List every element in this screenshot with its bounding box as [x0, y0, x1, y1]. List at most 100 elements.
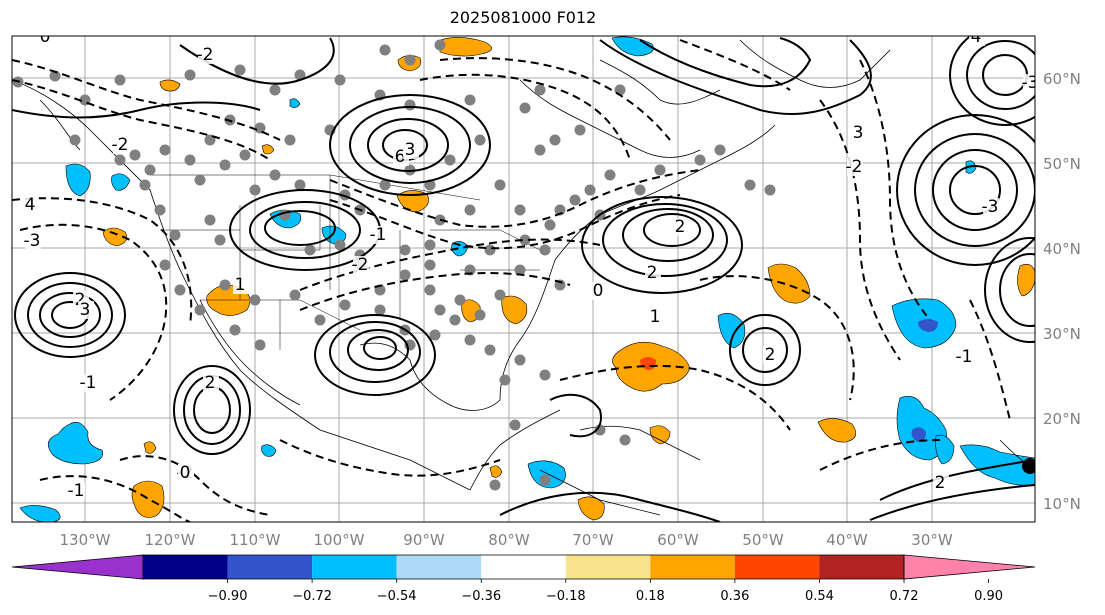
contour-label: 4 — [25, 195, 36, 215]
station-dot — [139, 179, 151, 191]
longitude-label: 40°W — [826, 531, 868, 549]
longitude-label: 50°W — [742, 531, 784, 549]
station-dot — [474, 309, 486, 321]
longitude-label: 90°W — [403, 531, 445, 549]
colorbar-tick-label: 0.18 — [636, 589, 665, 604]
station-dot — [519, 102, 531, 114]
station-dot — [334, 239, 346, 251]
station-dot — [284, 134, 296, 146]
station-dot — [404, 99, 416, 111]
station-dot — [219, 159, 231, 171]
station-dot — [494, 179, 506, 191]
station-dot — [449, 314, 461, 326]
contour-label: 3 — [853, 123, 864, 143]
station-dot — [454, 294, 466, 306]
longitude-label: 120°W — [145, 531, 196, 549]
contour-label: -1 — [956, 347, 973, 367]
station-dot — [399, 269, 411, 281]
colorbar-tick-label: −0.18 — [546, 589, 586, 604]
contour-label: -2 — [197, 45, 214, 65]
station-dot — [184, 154, 196, 166]
station-dot — [539, 474, 551, 486]
station-dot — [509, 419, 521, 431]
station-dot — [374, 304, 386, 316]
map-plot-area: 0-2-223-346-1-2322102-1-20-1123-2-34-3-1… — [12, 27, 1035, 522]
station-dot — [569, 194, 581, 206]
station-dot — [159, 259, 171, 271]
station-dot — [554, 204, 566, 216]
contour-label: 2 — [205, 373, 216, 393]
longitude-label: 60°W — [657, 531, 699, 549]
longitude-label: 110°W — [230, 531, 281, 549]
longitude-label: 70°W — [572, 531, 614, 549]
latitude-label: 30°N — [1043, 325, 1081, 343]
station-dot — [204, 214, 216, 226]
station-dot — [549, 134, 561, 146]
contour-label: 6 — [395, 147, 406, 167]
longitude-labels: 130°W 120°W 110°W 100°W 90°W 80°W 70°W 60°W 50°W… — [60, 531, 953, 549]
colorbar-segment — [650, 555, 735, 579]
colorbar-tick-label: −0.36 — [461, 589, 501, 604]
station-dot — [434, 39, 446, 51]
station-dot — [269, 84, 281, 96]
station-dot — [214, 234, 226, 246]
contour-label: -1 — [68, 481, 85, 501]
station-dot — [254, 339, 266, 351]
contour-label: 0 — [40, 27, 51, 47]
contour-labels: 0-2-223-346-1-2322102-1-20-1123-2-34-3-1… — [23, 27, 1035, 501]
station-dot — [574, 124, 586, 136]
colorbar-segment — [312, 555, 397, 579]
latitude-label: 60°N — [1043, 70, 1081, 88]
station-dot — [194, 304, 206, 316]
contour-label: -3 — [24, 231, 41, 251]
station-dot — [614, 84, 626, 96]
station-dot — [304, 244, 316, 256]
station-dot — [129, 149, 141, 161]
station-dot — [399, 244, 411, 256]
graticule — [12, 36, 1035, 522]
contour-label: 0 — [180, 463, 191, 483]
station-dot — [314, 314, 326, 326]
station-dot — [694, 154, 706, 166]
feature-marker — [1022, 458, 1035, 474]
station-dot — [424, 284, 436, 296]
colorbar-tick-label: 0.36 — [720, 589, 749, 604]
contour-label: 1 — [235, 275, 246, 295]
colorbar-tick-label: −0.54 — [377, 589, 417, 604]
colorbar-segment — [396, 555, 482, 579]
contour-label: 1 — [650, 307, 661, 327]
contour-label: -2 — [112, 135, 129, 155]
station-dot — [534, 144, 546, 156]
station-dot — [429, 329, 441, 341]
contours-dashed — [12, 39, 1011, 522]
station-dot — [339, 299, 351, 311]
station-dot — [294, 69, 306, 81]
station-dot — [424, 259, 436, 271]
station-dot — [114, 74, 126, 86]
contour-label: 3 — [80, 300, 91, 320]
colorbar-tick-label: 0.72 — [890, 589, 919, 604]
latitude-labels: 60°N 50°N 40°N 30°N 20°N 10°N — [1043, 70, 1081, 513]
colorbar-segment — [227, 555, 313, 579]
station-dot — [634, 184, 646, 196]
station-dot — [619, 434, 631, 446]
contour-label: 0 — [593, 281, 604, 301]
colorbar-segment — [565, 555, 651, 579]
station-dot — [114, 154, 126, 166]
station-dot — [584, 184, 596, 196]
contour-label: 2 — [647, 263, 658, 283]
latitude-label: 50°N — [1043, 155, 1081, 173]
station-dot — [474, 134, 486, 146]
contour-label: 2 — [675, 217, 686, 237]
station-dot — [269, 169, 281, 181]
colorbar-extend-max — [903, 554, 1036, 580]
station-dot — [379, 179, 391, 191]
coastlines — [12, 39, 1035, 516]
station-dot — [499, 374, 511, 386]
station-dot — [539, 369, 551, 381]
station-dot — [594, 424, 606, 436]
latitude-label: 20°N — [1043, 410, 1081, 428]
station-dot — [239, 149, 251, 161]
colorbar-outline — [142, 554, 905, 580]
station-dot — [744, 179, 756, 191]
